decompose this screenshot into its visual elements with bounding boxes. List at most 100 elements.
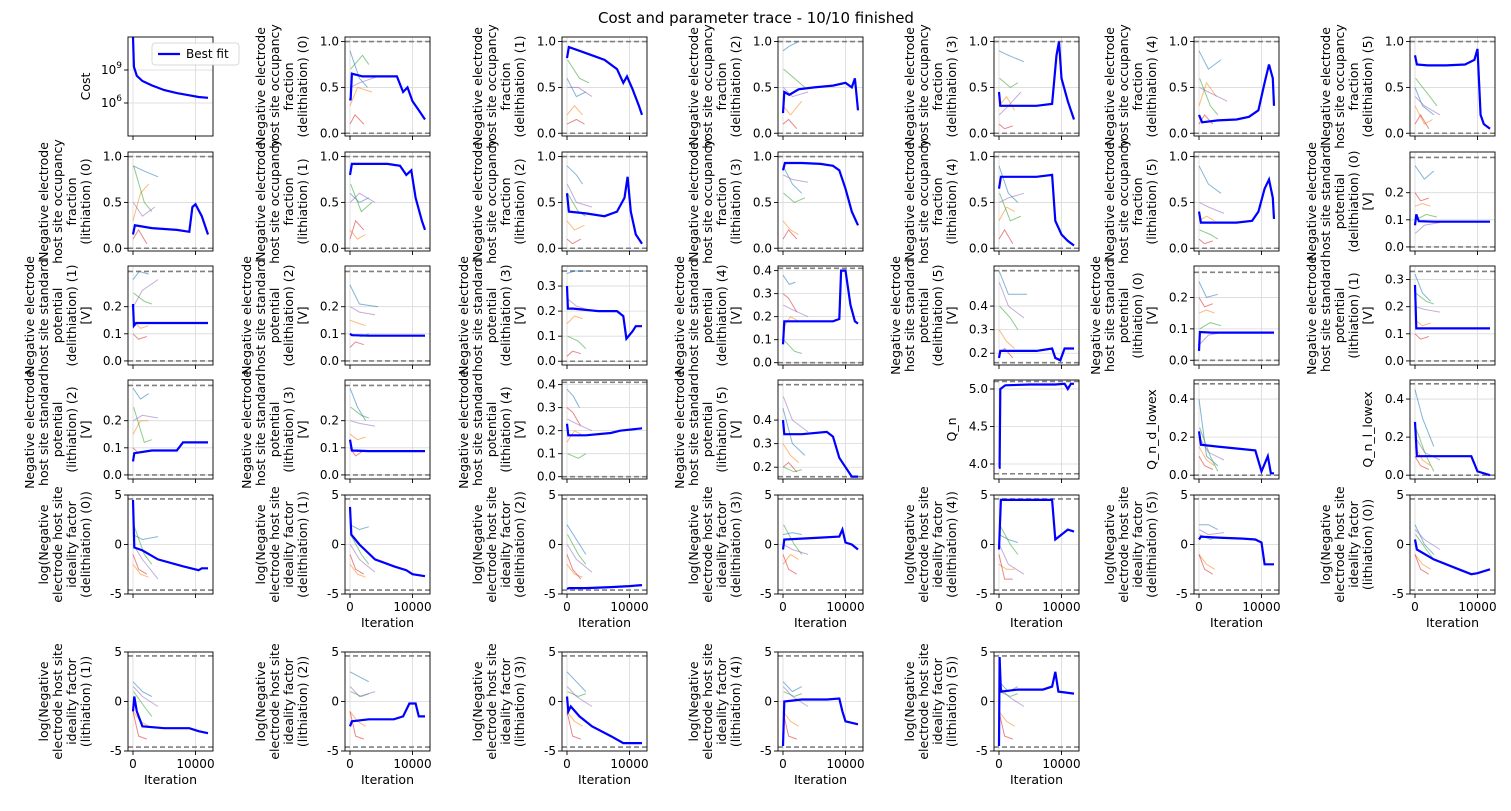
restart-trace-1 — [349, 524, 369, 531]
axes-frame — [1409, 379, 1496, 480]
best-fit-line — [348, 72, 426, 121]
axes-frame — [344, 36, 431, 137]
restart-trace-4 — [1414, 113, 1430, 129]
restart-trace-4 — [782, 293, 798, 313]
x-tick-label: 0 — [779, 757, 787, 771]
axes-frame — [344, 379, 431, 480]
restart-trace-5 — [1199, 529, 1225, 536]
y-tick-label: 0 — [331, 538, 339, 552]
x-axis-label: Iteration — [578, 772, 631, 787]
y-tick-label: 0.1 — [537, 447, 556, 461]
y-axis-label: Negative electrodehost site occupancyfra… — [1318, 24, 1375, 149]
y-tick-label: 0 — [1396, 538, 1404, 552]
subplot-27: 0.0 0.2 0.4 Q_n_d_lowex — [1144, 379, 1280, 483]
x-axis-label: Iteration — [1010, 772, 1063, 787]
restart-trace-4 — [998, 123, 1013, 130]
restart-trace-3 — [1415, 213, 1438, 221]
axes-frame — [344, 265, 431, 366]
restart-trace-2 — [1198, 554, 1215, 570]
restart-trace-1 — [132, 270, 149, 280]
best-fit-line — [565, 286, 642, 342]
y-tick-label: 0 — [764, 538, 772, 552]
y-tick-label: 0.5 — [969, 80, 988, 94]
x-axis-label: Iteration — [1426, 615, 1479, 630]
restart-trace-4 — [1198, 554, 1214, 575]
restart-trace-3 — [350, 406, 369, 419]
restart-trace-5 — [566, 686, 593, 707]
restart-trace-3 — [1415, 77, 1438, 107]
gridlines — [562, 266, 647, 365]
y-tick-label: 1.0 — [320, 35, 339, 49]
restart-trace-3 — [783, 339, 802, 354]
best-fit-line — [781, 77, 860, 114]
gridlines — [994, 152, 1079, 251]
restart-trace-5 — [783, 174, 809, 183]
restart-trace-4 — [132, 711, 147, 740]
subplot-12: 0.0 0.5 1.0 Negative electrodehost site occ… — [902, 139, 1080, 264]
y-tick-label: 5 — [114, 645, 122, 659]
subplot-21: 0.0 0.1 0.2 0.3 Negative electrodehost site … — [1304, 256, 1496, 375]
y-tick-label: -5 — [760, 744, 772, 758]
restart-trace-2 — [132, 563, 149, 578]
restart-trace-1 — [566, 165, 584, 185]
y-axis-label: Negative electrodehost site occupancyfra… — [470, 139, 527, 264]
restart-trace-2 — [1414, 105, 1433, 125]
y-tick-label: 0 — [548, 538, 556, 552]
x-axis-label: Iteration — [361, 772, 414, 787]
y-tick-label: 0.0 — [320, 126, 339, 140]
y-tick-label: 0.0 — [537, 470, 556, 484]
restart-trace-5 — [998, 544, 1025, 575]
x-tick-label: 10000 — [393, 757, 431, 771]
y-tick-label: 4.5 — [969, 420, 988, 434]
axes-frame — [777, 151, 864, 252]
subplot-26: 4.0 4.5 5.0 Q_n — [944, 379, 1080, 483]
y-tick-label: 0.3 — [537, 279, 556, 293]
y-tick-label: 0.2 — [1385, 430, 1404, 444]
restart-trace-3 — [567, 59, 590, 84]
y-axis-label: log(Negativeelectrode host siteideality … — [686, 486, 743, 603]
restart-trace-5 — [567, 86, 593, 98]
subplot-19: 0.2 0.3 0.4 Negative electrodehost site sta… — [888, 256, 1080, 375]
subplot-4: 0.0 0.5 1.0 Negative electrodehost site occ… — [686, 24, 864, 149]
gridlines — [128, 266, 213, 365]
y-tick-label: -5 — [110, 744, 122, 758]
best-fit-line — [1413, 214, 1490, 226]
best-fit-line — [131, 696, 209, 735]
restart-trace-4 — [566, 407, 582, 427]
y-axis-label: Negative electrodehost site standardpote… — [456, 256, 527, 375]
y-axis-label: Negative electrodehost site standardpote… — [1088, 256, 1159, 375]
x-tick-label: 0 — [779, 600, 787, 614]
y-tick-label: 0 — [114, 538, 122, 552]
restart-trace-4 — [566, 711, 581, 740]
restart-trace-5 — [783, 544, 809, 555]
best-fit-line — [781, 161, 860, 226]
axes-frame — [127, 265, 214, 366]
restart-trace-4 — [566, 238, 582, 245]
restart-trace-4 — [132, 333, 147, 340]
restart-trace-3 — [783, 524, 803, 555]
y-axis-label: Negative electrodehost site occupancyfra… — [902, 24, 959, 149]
restart-trace-4 — [998, 711, 1013, 740]
y-tick-label: 1.0 — [537, 150, 556, 164]
x-tick-label: 0 — [346, 757, 354, 771]
restart-trace-5 — [566, 183, 593, 208]
y-tick-label: 0.0 — [320, 468, 339, 482]
gridlines — [345, 37, 430, 136]
y-tick-label: 0 — [764, 695, 772, 709]
y-tick-label: -5 — [976, 587, 988, 601]
best-fit-line — [348, 162, 427, 231]
gridlines — [1410, 380, 1495, 479]
restart-trace-2 — [349, 563, 366, 578]
subplot-28: 0.0 0.2 0.4 Q_n_l_lowex — [1360, 379, 1496, 483]
x-axis-label: Iteration — [1210, 615, 1263, 630]
axes-frame — [1193, 379, 1280, 480]
restart-trace-5 — [132, 202, 156, 217]
best-fit-line — [566, 584, 643, 590]
y-tick-label: -5 — [760, 587, 772, 601]
y-tick-label: 0 — [980, 538, 988, 552]
restart-trace-5 — [567, 418, 593, 432]
legend: Best fit — [151, 42, 240, 66]
restart-trace-5 — [998, 91, 1022, 116]
gridlines — [345, 266, 430, 365]
